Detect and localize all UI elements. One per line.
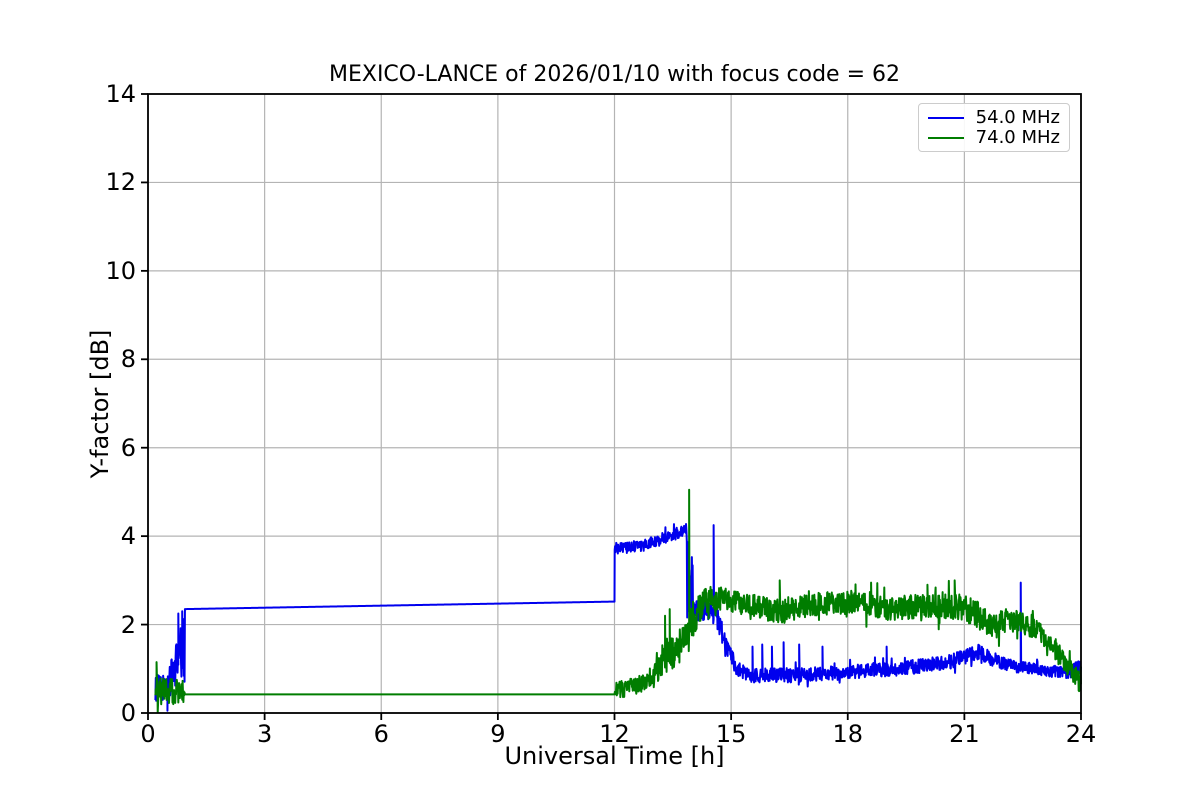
x-tick-label-12: 12 xyxy=(599,720,630,748)
y-tick-label-6: 6 xyxy=(120,433,136,462)
x-tick-label-18: 18 xyxy=(832,720,864,748)
series-line-74-0-mhz xyxy=(154,488,1082,714)
y-tick-label-8: 8 xyxy=(120,345,136,374)
y-tick-label-12: 12 xyxy=(105,168,136,197)
legend-line-sample-54mhz xyxy=(928,117,964,119)
x-tick-label-21: 21 xyxy=(949,720,980,748)
y-tick-label-2: 2 xyxy=(120,610,136,639)
x-axis-label: Universal Time [h] xyxy=(504,742,725,770)
x-tick-label-15: 15 xyxy=(715,720,747,748)
chart-title: MEXICO-LANCE of 2026/01/10 with focus co… xyxy=(328,62,901,87)
legend-line-sample-74mhz xyxy=(928,137,964,139)
x-tick-label-6: 6 xyxy=(373,720,389,748)
series-line-54-0-mhz xyxy=(154,523,1082,712)
y-tick-label-4: 4 xyxy=(120,522,136,551)
x-tick-label-24: 24 xyxy=(1065,720,1097,748)
legend: 54.0 MHz 74.0 MHz xyxy=(918,103,1070,152)
y-tick-label-10: 10 xyxy=(105,256,136,285)
x-tick-label-9: 9 xyxy=(490,720,506,748)
legend-item-54mhz: 54.0 MHz xyxy=(928,108,1060,128)
legend-label-54mhz: 54.0 MHz xyxy=(975,107,1060,128)
x-tick-label-3: 3 xyxy=(256,720,273,748)
y-tick-label-14: 14 xyxy=(105,80,136,108)
legend-label-74mhz: 74.0 MHz xyxy=(975,127,1060,148)
y-tick-label-0: 0 xyxy=(120,699,136,727)
x-tick-label-0: 0 xyxy=(140,720,156,748)
legend-item-74mhz: 74.0 MHz xyxy=(928,128,1060,148)
